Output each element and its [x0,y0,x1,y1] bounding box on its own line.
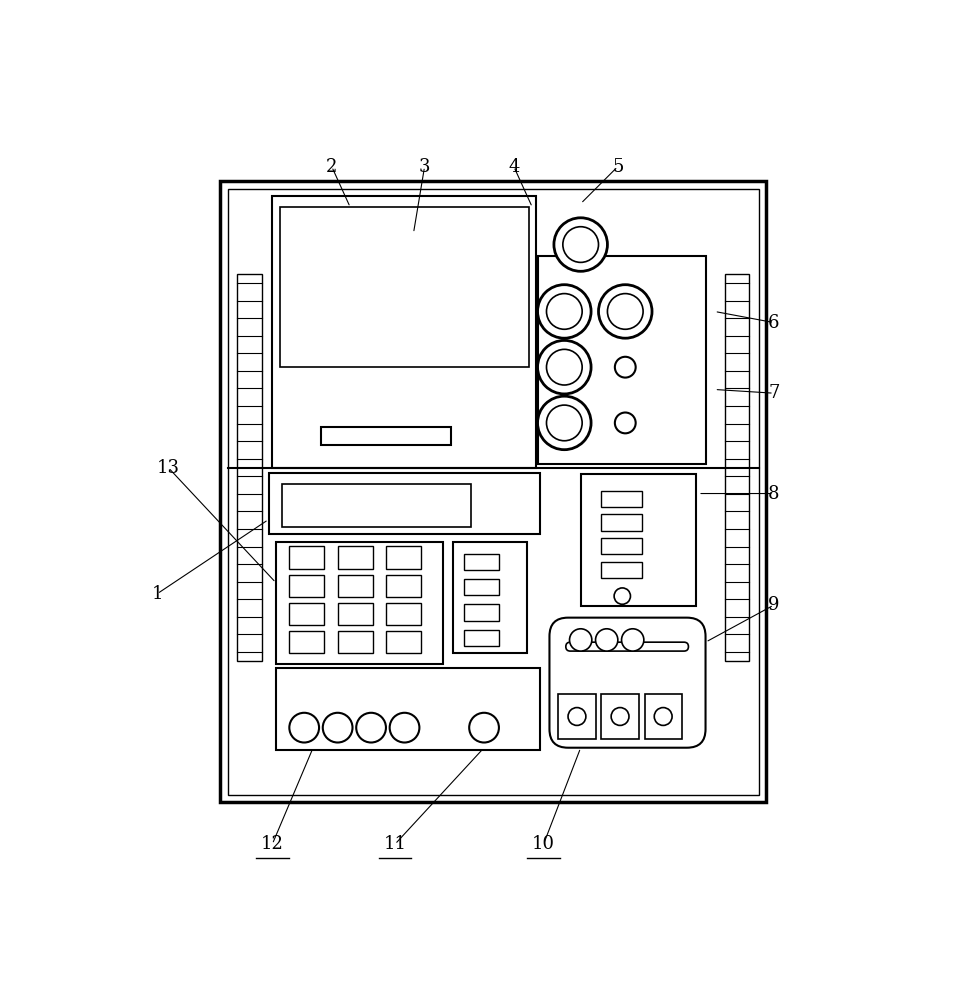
Bar [290,631,324,654]
Circle shape [611,707,629,725]
Circle shape [598,285,652,338]
Text: 4: 4 [508,158,520,176]
Circle shape [615,413,636,434]
Bar [464,579,499,595]
Bar [338,631,373,654]
Text: 9: 9 [768,596,780,614]
Bar [386,631,421,654]
Bar [276,669,540,750]
Bar [237,274,262,661]
Bar [601,491,643,507]
Bar [581,474,696,606]
Bar [558,694,596,739]
Bar [221,182,766,802]
Bar [290,574,324,597]
Bar [282,484,472,527]
Bar [601,561,643,578]
Circle shape [538,285,591,338]
Text: 7: 7 [768,384,780,402]
Bar [280,207,528,367]
Circle shape [356,713,386,742]
Bar [644,694,682,739]
Circle shape [596,629,618,651]
Bar [338,603,373,625]
Bar [538,256,706,464]
Text: 12: 12 [261,835,284,853]
Text: 1: 1 [152,585,163,603]
Text: 8: 8 [768,484,780,503]
Circle shape [469,713,499,742]
Text: 10: 10 [532,835,555,853]
Bar [269,473,540,535]
Text: 5: 5 [612,158,623,176]
Bar [320,427,451,445]
Bar [276,542,443,665]
Circle shape [323,713,353,742]
Circle shape [538,340,591,394]
Bar [464,630,499,646]
Bar [386,603,421,625]
Circle shape [389,713,419,742]
Circle shape [554,218,607,271]
Bar [464,604,499,621]
Bar [464,554,499,570]
Bar [601,694,639,739]
Circle shape [654,707,672,725]
Bar [725,274,749,661]
Circle shape [547,405,582,440]
Text: 11: 11 [384,835,407,853]
Bar [338,574,373,597]
Circle shape [615,357,636,378]
Bar [272,196,536,467]
Bar [386,574,421,597]
Circle shape [547,294,582,329]
Circle shape [607,294,643,329]
Bar [290,603,324,625]
Bar [338,547,373,568]
Circle shape [563,227,598,263]
Circle shape [621,629,643,651]
FancyBboxPatch shape [566,642,689,651]
Circle shape [538,396,591,449]
Text: 6: 6 [768,313,780,331]
Text: 3: 3 [419,158,431,176]
Bar [453,542,527,654]
Bar [601,514,643,531]
Bar [227,188,760,795]
Bar [290,547,324,568]
FancyBboxPatch shape [550,618,706,748]
Text: 2: 2 [326,158,338,176]
Text: 13: 13 [156,458,179,476]
Bar [601,538,643,555]
Bar [386,547,421,568]
Circle shape [547,349,582,385]
Circle shape [614,588,630,604]
Circle shape [290,713,319,742]
Circle shape [570,629,592,651]
Circle shape [568,707,586,725]
